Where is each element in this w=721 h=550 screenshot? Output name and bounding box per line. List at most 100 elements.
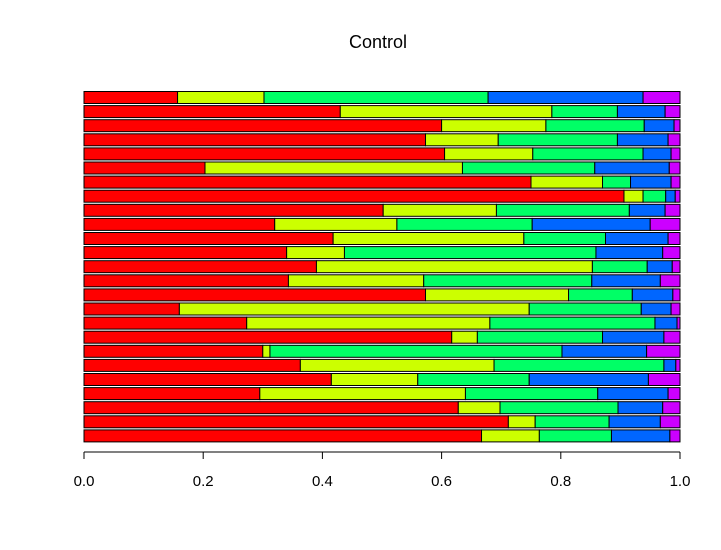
bar-20-segment-5: [675, 358, 681, 372]
bar-10-segment-2: [274, 217, 398, 231]
bar-1-segment-1: [83, 91, 179, 104]
bar-23-segment-3: [499, 401, 619, 415]
bar-24-segment-3: [534, 415, 610, 429]
bar-16-segment-4: [640, 302, 672, 316]
bar-12-segment-2: [286, 246, 345, 260]
bar-7-segment-3: [602, 175, 632, 189]
bar-12-segment-3: [343, 246, 597, 260]
bar-23-segment-2: [457, 401, 501, 415]
bar-2-segment-3: [551, 105, 618, 119]
bar-14-segment-3: [423, 274, 593, 288]
bar-10-segment-4: [531, 217, 651, 231]
bar-23-segment-5: [662, 401, 681, 415]
bar-18-segment-1: [83, 330, 453, 344]
x-tick-label-4: 0.8: [550, 473, 571, 490]
bar-21-segment-2: [330, 373, 419, 386]
bar-17-segment-2: [246, 316, 491, 330]
bar-12-segment-5: [662, 246, 681, 260]
bar-20-segment-1: [83, 358, 301, 372]
bar-3-segment-1: [83, 119, 443, 133]
bar-3-segment-4: [643, 119, 675, 133]
bar-23-segment-4: [617, 401, 664, 415]
bar-13-segment-1: [83, 260, 317, 274]
x-tick-label-1: 0.2: [193, 473, 214, 490]
x-tick-label-2: 0.4: [312, 473, 333, 490]
bar-5-segment-4: [642, 147, 672, 161]
bar-2-segment-2: [339, 105, 553, 119]
bar-17-segment-1: [83, 316, 248, 330]
bar-4-segment-4: [616, 133, 669, 147]
bar-11-segment-1: [83, 232, 334, 245]
bar-4-segment-2: [425, 133, 499, 147]
bar-10-segment-3: [396, 217, 533, 231]
bar-19-segment-1: [83, 344, 264, 358]
bar-17-segment-4: [654, 316, 678, 330]
bar-4-segment-3: [497, 133, 618, 147]
bar-5-segment-2: [444, 147, 534, 161]
bar-8-segment-5: [674, 189, 681, 203]
bar-22-segment-5: [667, 387, 681, 401]
bar-14-segment-2: [287, 274, 425, 288]
bar-11-segment-5: [667, 232, 681, 245]
bar-7-segment-1: [83, 175, 532, 189]
bar-9-segment-1: [83, 203, 384, 217]
bar-13-segment-5: [671, 260, 681, 274]
bar-8-segment-3: [642, 189, 667, 203]
chart-title: Control: [349, 32, 407, 52]
bar-2-segment-1: [83, 105, 341, 119]
bar-21-segment-5: [647, 373, 681, 386]
bar-15-segment-1: [83, 288, 427, 302]
bar-15-segment-2: [425, 288, 570, 302]
bar-16-segment-5: [670, 302, 681, 316]
bar-3-segment-5: [673, 119, 681, 133]
bar-24-segment-2: [507, 415, 536, 429]
bar-13-segment-2: [315, 260, 593, 274]
bar-21-segment-4: [528, 373, 649, 386]
bar-5-segment-5: [670, 147, 681, 161]
bar-4-segment-1: [83, 133, 427, 147]
bar-5-segment-3: [532, 147, 644, 161]
bar-23-segment-1: [83, 401, 459, 415]
bar-25-segment-4: [610, 429, 671, 443]
bar-14-segment-4: [591, 274, 661, 288]
bar-12-segment-4: [595, 246, 664, 260]
bar-14-segment-5: [659, 274, 681, 288]
bar-25-segment-2: [481, 429, 540, 443]
bar-22-segment-2: [259, 387, 466, 401]
bar-2-segment-5: [664, 105, 681, 119]
bar-20-segment-4: [663, 358, 677, 372]
bar-12-segment-1: [83, 246, 288, 260]
bars-group: [83, 91, 681, 443]
bar-24-segment-5: [659, 415, 681, 429]
bar-6-segment-3: [461, 161, 596, 175]
bar-21-segment-3: [417, 373, 530, 386]
bar-9-segment-4: [628, 203, 666, 217]
bar-11-segment-4: [605, 232, 669, 245]
bar-3-segment-2: [441, 119, 547, 133]
bar-14-segment-1: [83, 274, 289, 288]
bar-18-segment-4: [602, 330, 665, 344]
x-axis: 0.0 0.2 0.4 0.6 0.8 1.0: [74, 451, 690, 490]
bar-18-segment-3: [476, 330, 604, 344]
bar-6-segment-1: [83, 161, 206, 175]
bar-16-segment-2: [178, 302, 530, 316]
bar-19-segment-5: [646, 344, 681, 358]
bar-4-segment-5: [667, 133, 681, 147]
bar-6-segment-4: [594, 161, 670, 175]
bar-9-segment-3: [495, 203, 630, 217]
bar-15-segment-5: [672, 288, 681, 302]
bar-8-segment-2: [623, 189, 644, 203]
bar-7-segment-2: [530, 175, 604, 189]
bar-8-segment-4: [665, 189, 676, 203]
bar-10-segment-1: [83, 217, 276, 231]
bar-6-segment-2: [204, 161, 463, 175]
bar-25-segment-1: [83, 429, 483, 443]
bar-25-segment-5: [669, 429, 681, 443]
bar-8-segment-1: [83, 189, 625, 203]
bar-24-segment-1: [83, 415, 509, 429]
bar-9-segment-2: [382, 203, 497, 217]
bar-18-segment-2: [451, 330, 478, 344]
bar-17-segment-3: [489, 316, 656, 330]
bar-7-segment-5: [670, 175, 681, 189]
